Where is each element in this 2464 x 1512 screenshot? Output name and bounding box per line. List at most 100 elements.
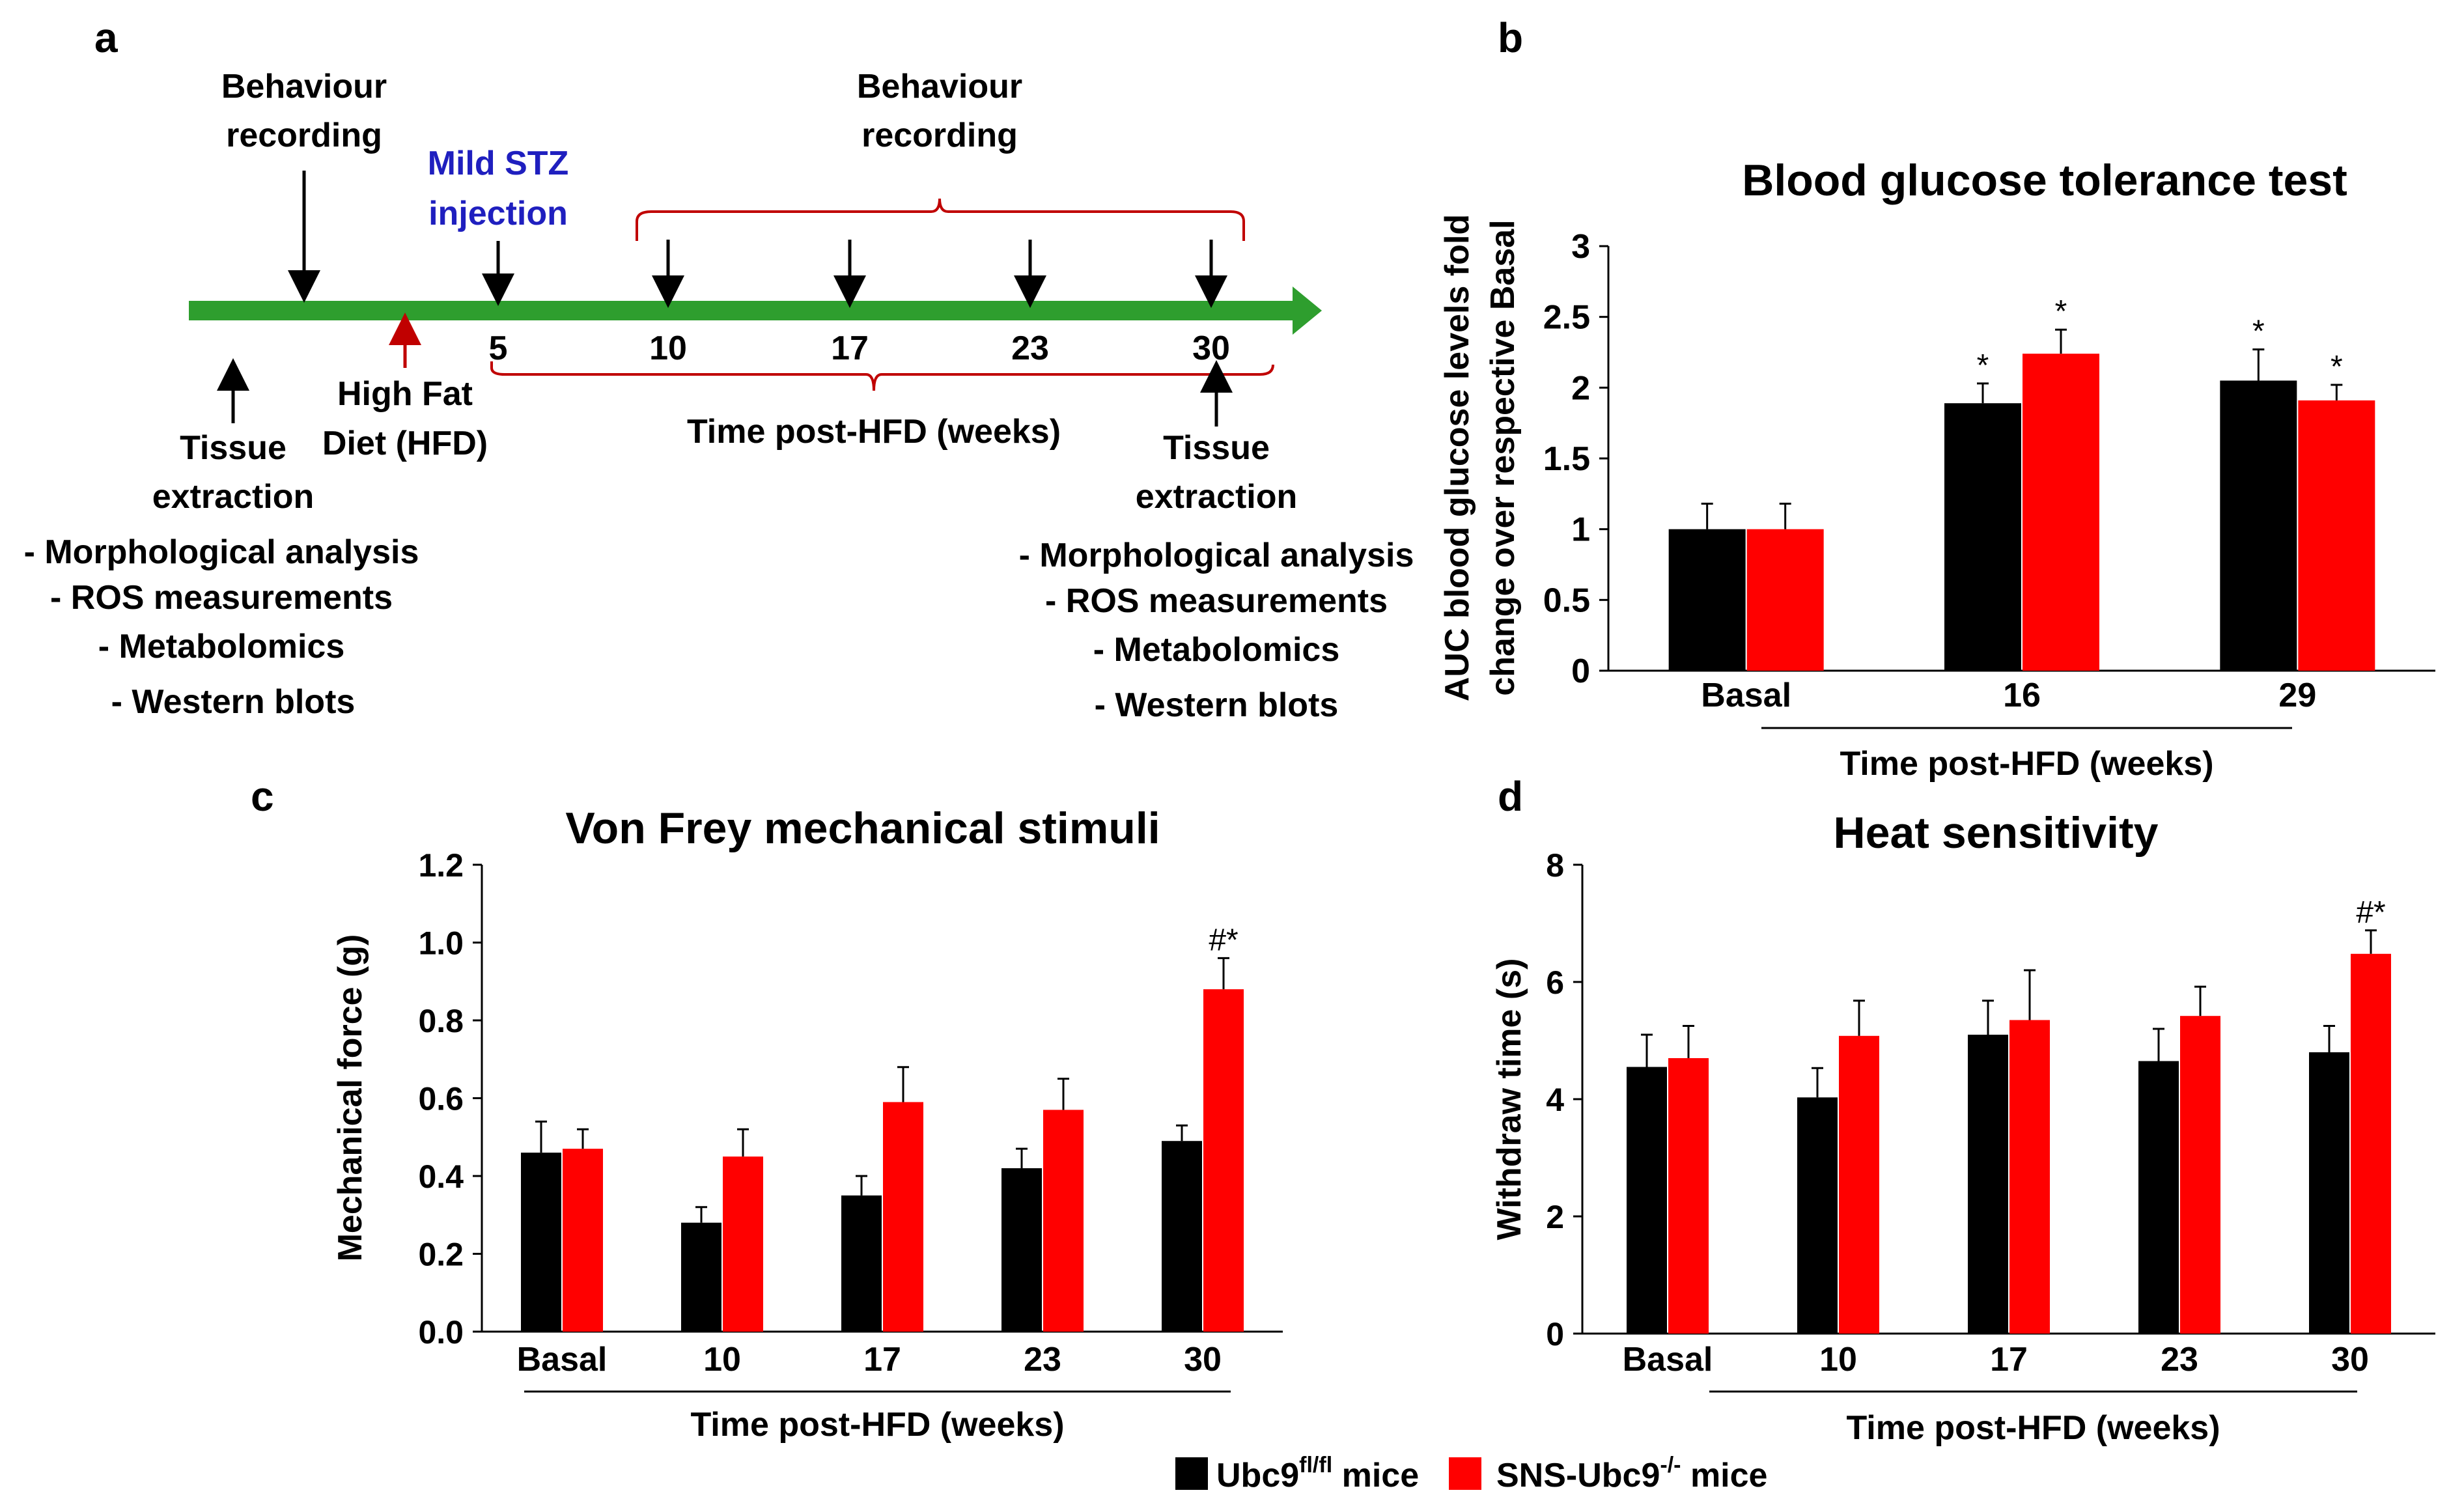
- bar: [883, 1102, 923, 1332]
- bar: [1668, 1058, 1709, 1334]
- y-tick-label: 0.4: [418, 1158, 464, 1195]
- bar: [723, 1156, 763, 1332]
- chart-title: Heat sensitivity: [1834, 808, 2159, 858]
- tick-10: 10: [649, 329, 687, 367]
- bar: [1001, 1168, 1042, 1332]
- x-tick-label: Basal: [517, 1341, 608, 1379]
- panel-label-c: c: [251, 773, 274, 820]
- y-tick-label: 1: [1571, 511, 1590, 549]
- bar: [2351, 953, 2391, 1334]
- tissue-left-line1: Tissue: [180, 429, 287, 467]
- y-tick-label: 8: [1546, 847, 1564, 884]
- timeline-axis-label: Time post-HFD (weeks): [687, 413, 1061, 451]
- bar: [1944, 403, 2021, 671]
- bar: [1043, 1110, 1084, 1332]
- chart-title: Blood glucose tolerance test: [1742, 156, 2347, 205]
- significance-mark: *: [2331, 350, 2343, 384]
- y-tick-label: 2: [1571, 369, 1590, 407]
- analysis-left-2: - ROS measurements: [50, 579, 393, 617]
- bar: [1162, 1141, 1202, 1332]
- y-axis-label: AUC blood glucose levels fold: [1438, 214, 1476, 701]
- y-tick-label: 6: [1546, 964, 1564, 1001]
- chart-glucose-tolerance: Blood glucose tolerance test 0 0.5 1 1.5 2 2.5…: [1438, 156, 2435, 783]
- bar: [2009, 1020, 2050, 1334]
- y-tick-label: 1.5: [1543, 440, 1590, 478]
- bar: [1203, 989, 1244, 1332]
- y-tick-label: 0.8: [418, 1003, 464, 1039]
- analysis-right-3: - Metabolomics: [1093, 631, 1340, 669]
- legend: Ubc9fl/fl mice SNS-Ubc9-/- mice: [1175, 1453, 1767, 1494]
- significance-mark: #*: [1209, 923, 1238, 957]
- tick-17: 17: [831, 329, 869, 367]
- tissue-right-line2: extraction: [1136, 478, 1298, 516]
- legend-label-ubc9: Ubc9fl/fl mice: [1216, 1453, 1419, 1494]
- y-tick-label: 0.6: [418, 1081, 464, 1117]
- y-tick-label: 2.5: [1543, 299, 1590, 337]
- analysis-left-1: - Morphological analysis: [24, 533, 419, 571]
- tissue-right-line1: Tissue: [1163, 429, 1270, 467]
- bar: [2298, 400, 2375, 671]
- bar: [1797, 1097, 1838, 1334]
- timeline-green-bar: [189, 301, 1296, 320]
- y-tick-label: 1.2: [418, 847, 464, 884]
- bar: [2220, 380, 2297, 671]
- panel-label-a: a: [94, 14, 118, 61]
- panel-label-d: d: [1498, 773, 1523, 820]
- legend-label-sns: SNS-Ubc9-/- mice: [1496, 1453, 1767, 1494]
- y-tick-label: 0.5: [1543, 581, 1590, 619]
- hfd-line2: Diet (HFD): [322, 425, 488, 462]
- x-tick-label: 23: [1024, 1341, 1061, 1379]
- legend-ubc9-suffix: mice: [1332, 1457, 1419, 1494]
- bar: [563, 1149, 603, 1332]
- legend-ubc9-base: Ubc9: [1216, 1457, 1299, 1494]
- y-tick-label: 0: [1571, 652, 1590, 690]
- timeline-panel: Behaviour recording Mild STZ injection B…: [24, 68, 1414, 724]
- x-tick-label: 17: [1990, 1341, 2028, 1379]
- bar: [1746, 529, 1824, 671]
- analysis-left-3: - Metabolomics: [98, 628, 345, 665]
- x-tick-label: Basal: [1701, 677, 1791, 714]
- significance-mark: *: [2252, 315, 2265, 349]
- behaviour-right-line1: Behaviour: [857, 68, 1022, 105]
- significance-mark: *: [1977, 348, 1989, 383]
- bar: [841, 1195, 882, 1332]
- legend-ubc9-sup: fl/fl: [1299, 1453, 1332, 1477]
- bar: [1968, 1035, 2008, 1334]
- y-axis-label: Withdraw time (s): [1491, 959, 1528, 1240]
- behaviour-left-line2: recording: [226, 117, 382, 154]
- timeline-arrow-head: [1293, 287, 1322, 335]
- y-tick-label: 0.0: [418, 1314, 464, 1351]
- x-tick-label: 10: [1819, 1341, 1857, 1379]
- stz-line1: Mild STZ: [428, 145, 569, 182]
- time-brace: [490, 361, 1274, 391]
- behaviour-right-line2: recording: [861, 117, 1018, 154]
- tick-23: 23: [1011, 329, 1049, 367]
- y-tick-label: 2: [1546, 1199, 1564, 1235]
- significance-mark: #*: [2356, 895, 2385, 930]
- bar: [1668, 529, 1746, 671]
- analysis-left-4: - Western blots: [111, 683, 356, 721]
- bar: [681, 1222, 721, 1332]
- x-axis-label: Time post-HFD (weeks): [690, 1406, 1064, 1444]
- x-axis-label: Time post-HFD (weeks): [1840, 745, 2213, 783]
- x-tick-label: 16: [2003, 677, 2041, 714]
- chart-heat-sensitivity: Heat sensitivity 0 2 4 6 8 Withdraw time (s) Ba…: [1491, 808, 2435, 1447]
- y-axis-label: Mechanical force (g): [331, 934, 369, 1262]
- x-tick-label: Basal: [1623, 1341, 1713, 1379]
- y-tick-label: 3: [1571, 228, 1590, 266]
- x-tick-label: 17: [863, 1341, 901, 1379]
- chart-von-frey: Von Frey mechanical stimuli 0.0 0.2 0.4 0.6 0…: [331, 804, 1283, 1444]
- analysis-right-1: - Morphological analysis: [1019, 537, 1414, 574]
- x-tick-label: 30: [2331, 1341, 2369, 1379]
- y-tick-label: 0.2: [418, 1237, 464, 1273]
- bar: [2309, 1052, 2349, 1334]
- x-axis-label: Time post-HFD (weeks): [1846, 1409, 2220, 1447]
- x-tick-label: 23: [2161, 1341, 2198, 1379]
- x-tick-label: 30: [1184, 1341, 1222, 1379]
- legend-sns-suffix: mice: [1681, 1457, 1768, 1494]
- x-tick-label: 10: [703, 1341, 741, 1379]
- y-tick-label: 0: [1546, 1316, 1564, 1352]
- legend-sns-sup: -/-: [1660, 1453, 1681, 1477]
- behaviour-left-line1: Behaviour: [221, 68, 387, 105]
